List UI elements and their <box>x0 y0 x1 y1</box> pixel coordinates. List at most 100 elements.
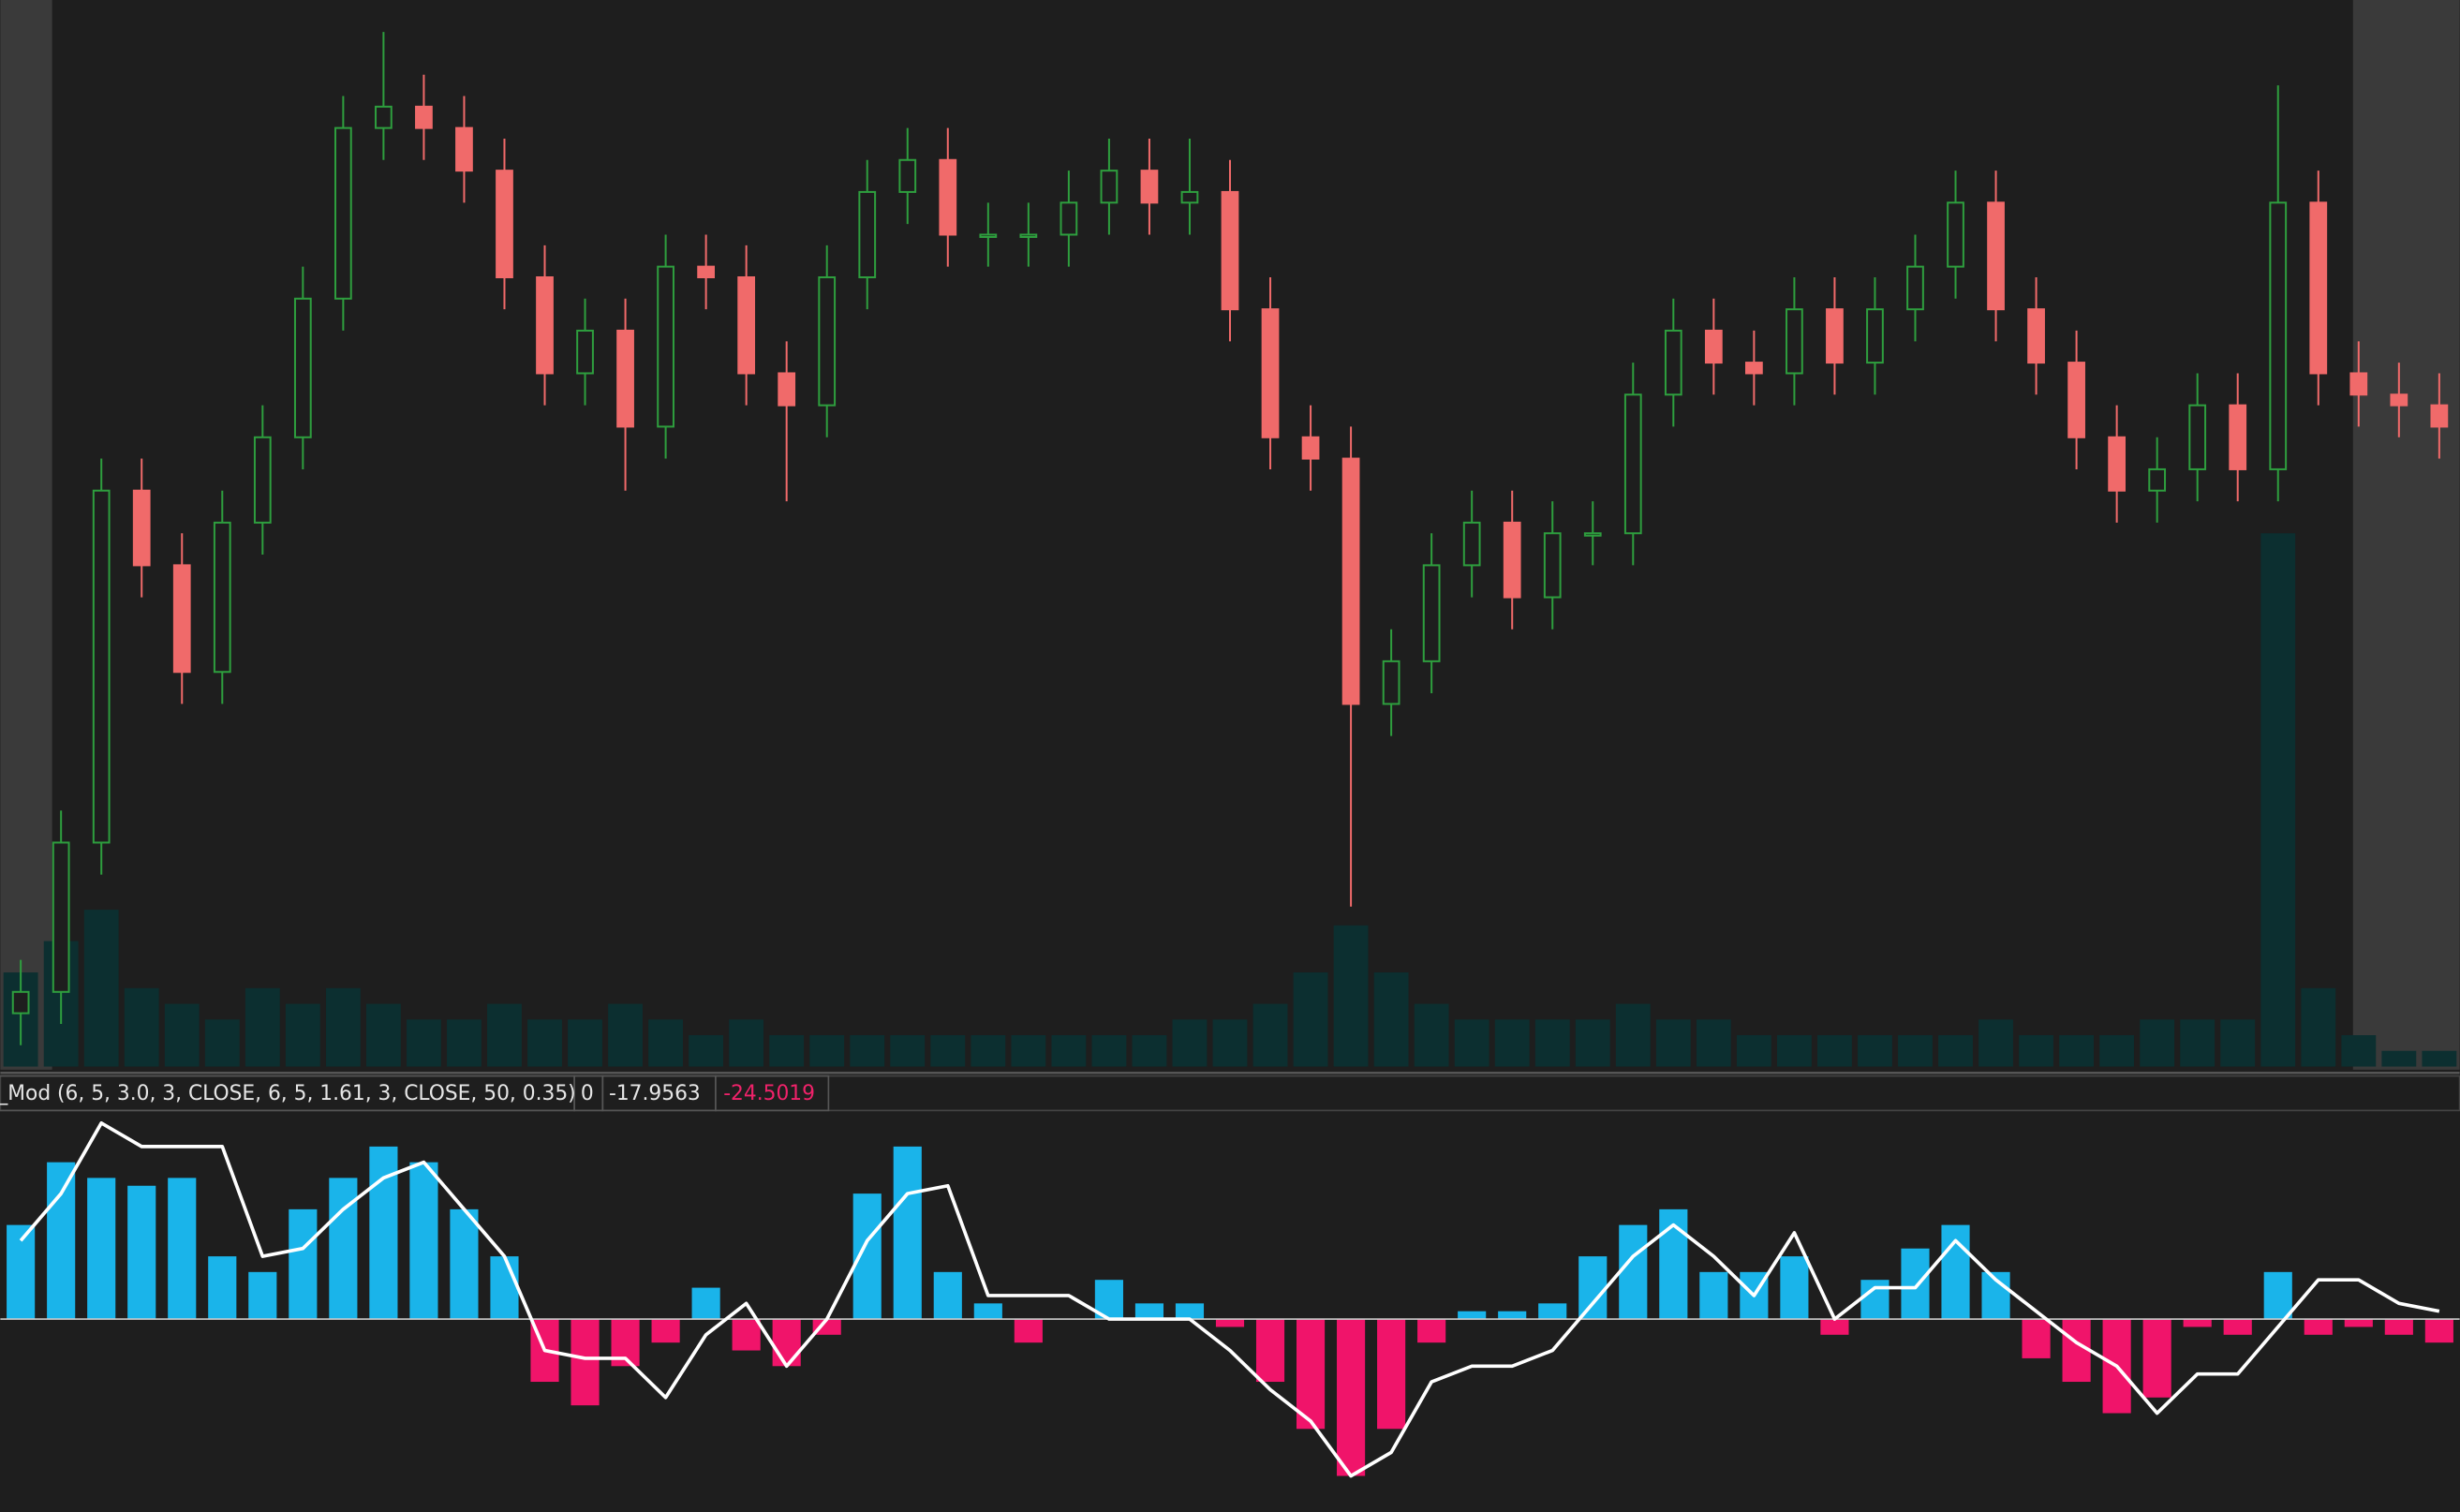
volume-bar <box>1858 1035 1892 1067</box>
volume-bar <box>285 1003 320 1067</box>
histogram-bar <box>1780 1256 1809 1320</box>
histogram-bar <box>2263 1271 2292 1320</box>
volume-bar <box>1293 972 1328 1067</box>
volume-bar <box>1938 1035 1973 1067</box>
histogram-bar <box>2384 1319 2413 1335</box>
candle-body <box>1826 308 1844 364</box>
candle-body <box>1261 308 1280 438</box>
histogram-bar <box>1255 1319 1285 1383</box>
histogram-bar <box>1860 1280 1889 1320</box>
candle-body <box>1623 393 1642 535</box>
candle-body <box>1786 308 1803 375</box>
indicator-title: E_Mod (6, 5, 3.0, 3, CLOSE, 6, 5, 1.61, … <box>0 1082 576 1105</box>
candle-body <box>1744 362 1763 375</box>
volume-bar <box>245 987 280 1067</box>
candle-body <box>2067 362 2085 438</box>
volume-bar <box>447 1019 482 1067</box>
candle-body <box>1543 532 1562 599</box>
candle-body <box>1221 190 1239 311</box>
candle-body <box>132 489 151 567</box>
histogram-bar <box>2304 1319 2333 1335</box>
volume-bar <box>568 1019 602 1067</box>
histogram-bar <box>893 1146 922 1320</box>
signal-line <box>19 1120 2440 1478</box>
readout: -17.9563 <box>609 1082 701 1105</box>
volume-bar <box>1212 1019 1248 1067</box>
volume-bar <box>769 1035 805 1067</box>
candle-body <box>1341 457 1360 705</box>
candle-body <box>2349 372 2368 396</box>
volume-bar <box>2180 1019 2215 1067</box>
readout: 0 <box>581 1082 594 1105</box>
volume-bar <box>2260 533 2296 1067</box>
histogram-bar <box>47 1162 76 1320</box>
candle-body <box>536 276 554 375</box>
volume-bar <box>930 1035 966 1067</box>
volume-bar <box>1494 1019 1530 1067</box>
candle-body <box>1583 532 1602 537</box>
histogram-bar <box>1699 1271 1728 1320</box>
histogram-bar <box>168 1178 197 1320</box>
volume-bar <box>1776 1035 1812 1067</box>
histogram-bar <box>1458 1311 1487 1320</box>
volume-bar <box>1978 1019 2013 1067</box>
candle-body <box>2229 404 2247 470</box>
volume-bar <box>850 1035 885 1067</box>
volume-bar <box>1817 1035 1852 1067</box>
volume-bar <box>971 1035 1006 1067</box>
volume-bar <box>608 1003 643 1067</box>
volume-bar <box>1736 1035 1771 1067</box>
candle-body <box>333 126 352 300</box>
volume-bar <box>2059 1035 2095 1067</box>
candle-body <box>657 265 674 428</box>
candle-body <box>1019 233 1038 238</box>
histogram-bar <box>1215 1319 1245 1327</box>
volume-bar <box>648 1019 684 1067</box>
histogram-bar <box>1134 1303 1164 1320</box>
histogram-bar <box>409 1162 438 1320</box>
candle-body <box>1382 660 1400 705</box>
histogram-bar <box>973 1303 1002 1320</box>
histogram-bar <box>1538 1303 1567 1320</box>
histogram-bar <box>329 1178 358 1320</box>
candle-body <box>1503 521 1521 599</box>
volume-bar <box>1011 1035 1046 1067</box>
histogram-bar <box>1619 1224 1648 1320</box>
candle-body <box>939 158 957 236</box>
histogram-bar <box>1014 1319 1043 1343</box>
histogram-bar <box>2022 1319 2051 1358</box>
candle-body <box>1100 170 1119 204</box>
volume-bar <box>2140 1019 2175 1067</box>
histogram-bar <box>450 1208 479 1320</box>
volume-bar <box>689 1035 724 1067</box>
histogram-bar <box>1337 1319 1366 1476</box>
histogram-bar <box>1377 1319 1406 1430</box>
candle-body <box>1704 329 1723 364</box>
candle-body <box>2027 308 2045 364</box>
candle-body <box>52 841 70 993</box>
histogram-bar <box>2344 1319 2373 1327</box>
candle-body <box>778 372 796 407</box>
volume-bar <box>164 1003 200 1067</box>
histogram-bar <box>2183 1319 2212 1327</box>
candle-body <box>92 489 111 844</box>
header-cell <box>715 1075 830 1112</box>
histogram-bar <box>208 1256 237 1320</box>
histogram-bar <box>1578 1256 1608 1320</box>
volume-bar <box>1615 1003 1651 1067</box>
volume-bar <box>83 910 119 1067</box>
candle-body <box>2108 436 2127 492</box>
histogram-bar <box>490 1256 519 1320</box>
volume-bar <box>1655 1019 1691 1067</box>
histogram-bar <box>933 1271 962 1320</box>
histogram-bar <box>2142 1319 2171 1398</box>
volume-bar <box>1696 1019 1731 1067</box>
histogram-bar <box>691 1287 720 1320</box>
candle-body <box>496 170 513 279</box>
histogram-bar <box>2062 1319 2091 1383</box>
candle-body <box>375 105 393 129</box>
volume-bar <box>1333 925 1369 1067</box>
candle-body <box>616 329 634 428</box>
candle-body <box>1301 436 1320 460</box>
